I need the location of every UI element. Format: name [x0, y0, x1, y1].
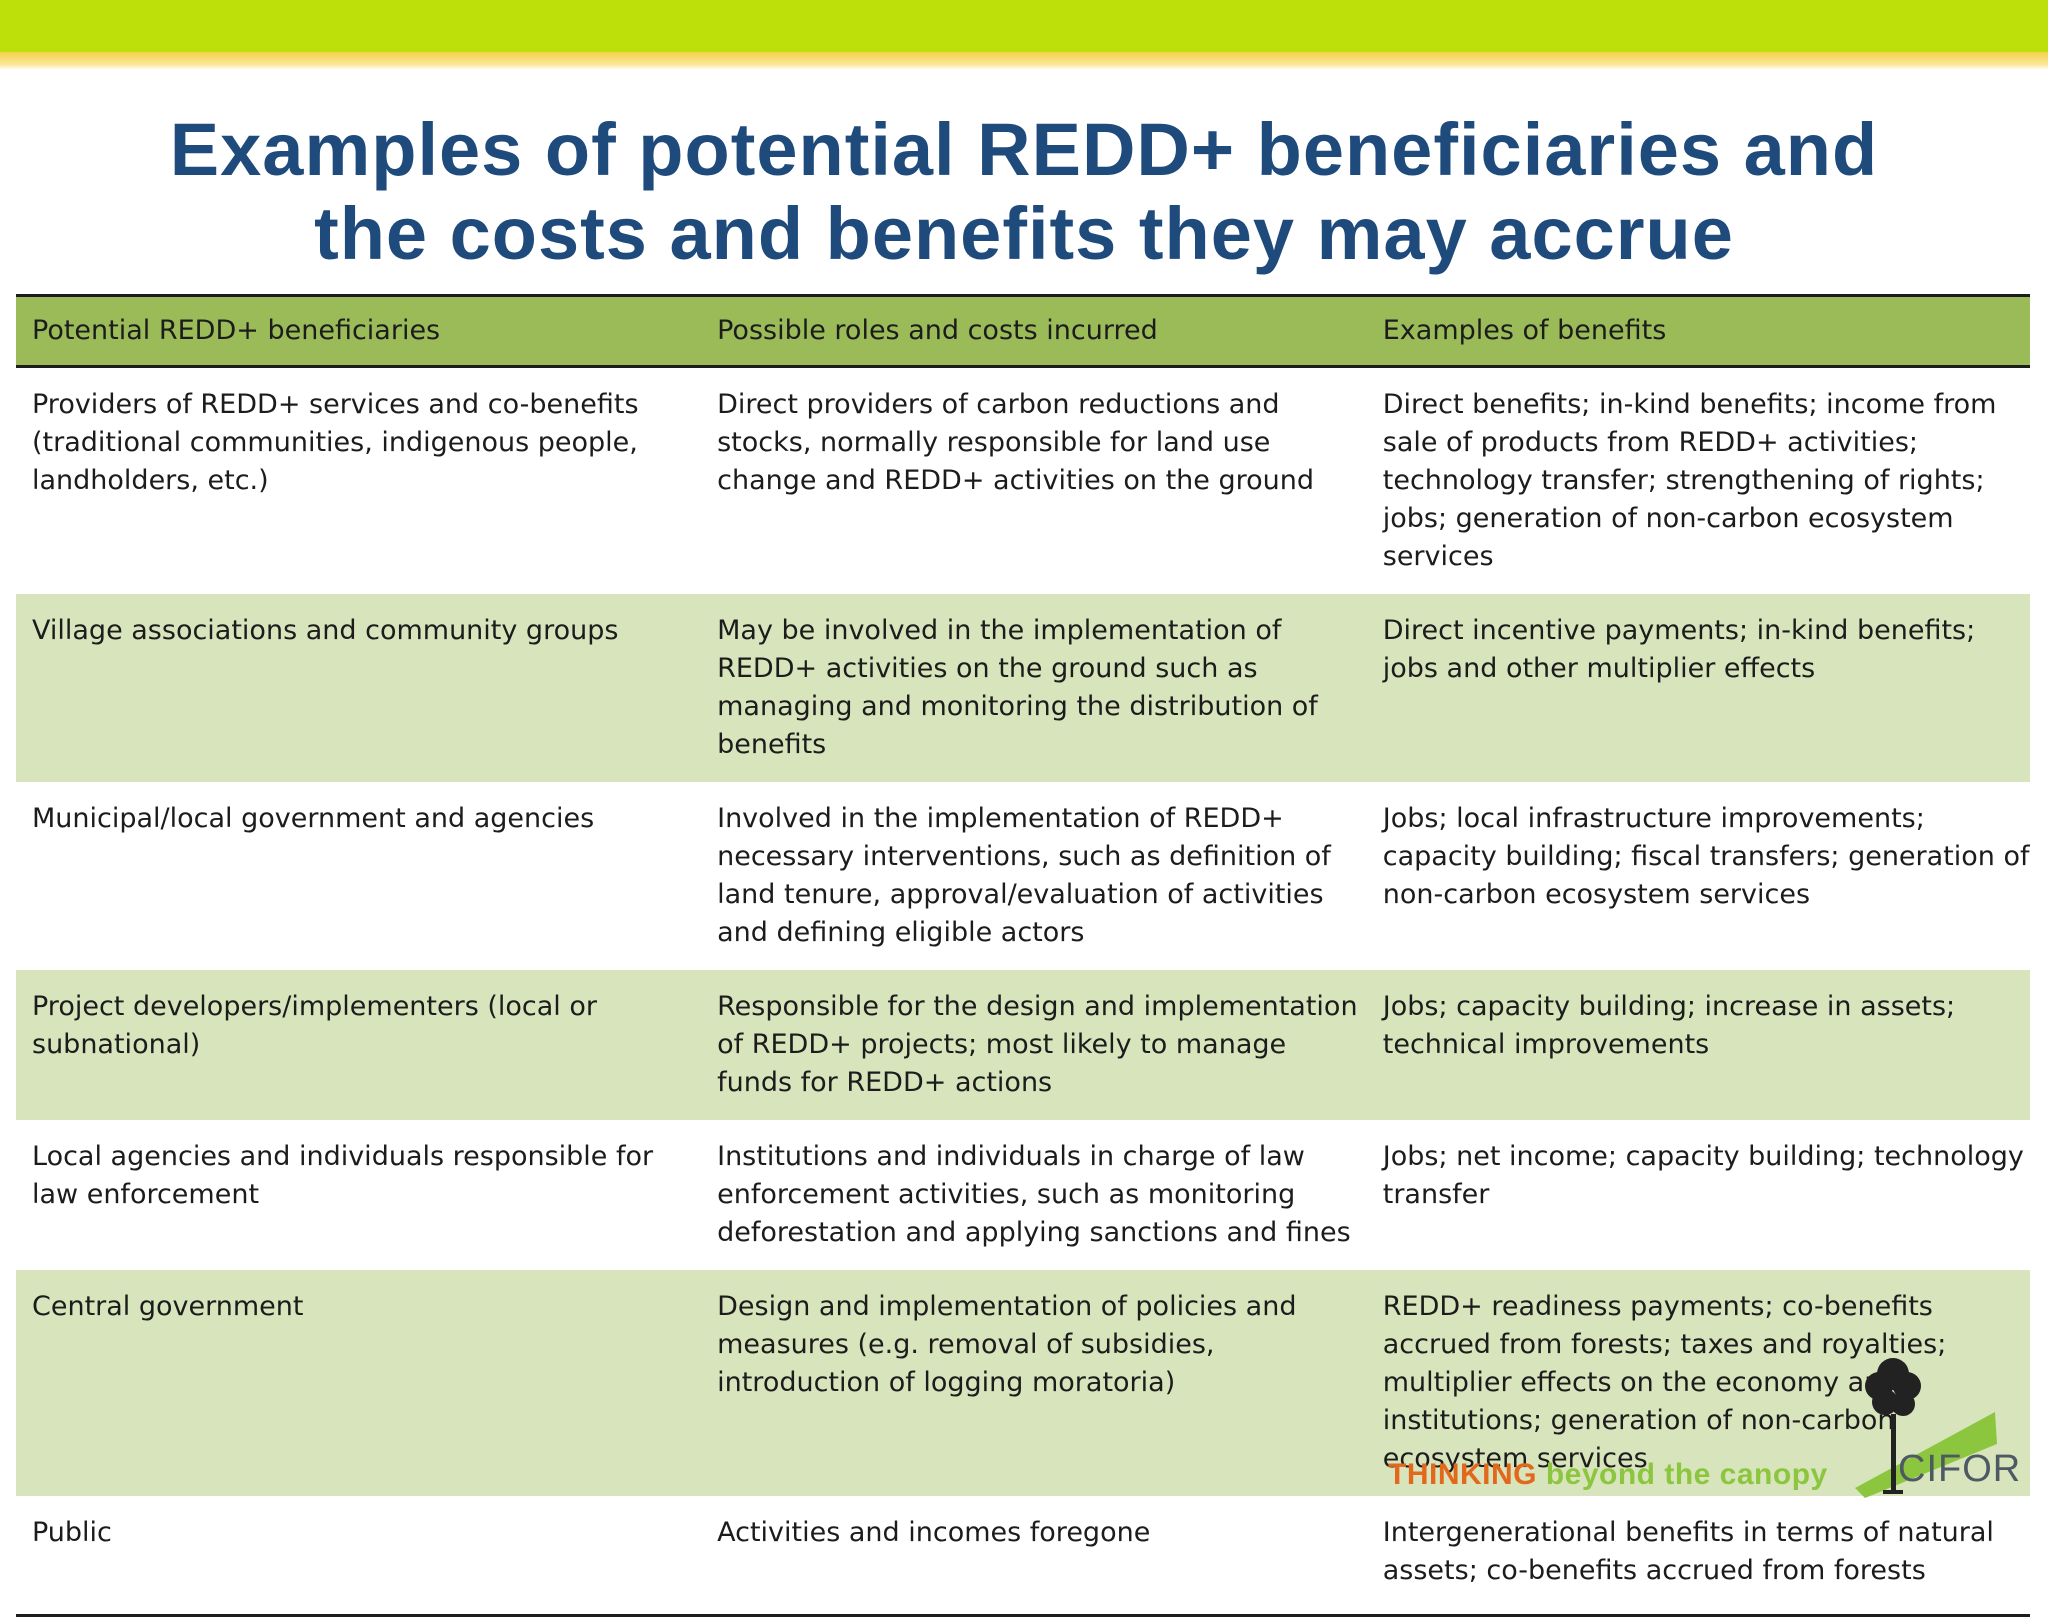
roles-cell: Direct providers of carbon reductions an…	[717, 389, 1314, 496]
top-accent-bar	[0, 0, 2048, 52]
benefits-cell: Jobs; capacity building; increase in ass…	[1366, 970, 2030, 1120]
beneficiary-cell: Public	[16, 1496, 702, 1617]
table-row: Municipal/local government and agencies …	[16, 782, 2030, 970]
tree-icon	[1855, 1358, 1997, 1498]
benefits-cell: Direct benefits; in-kind benefits; incom…	[1382, 389, 1997, 572]
table-header-row: Potential REDD+ beneficiaries Possible r…	[16, 294, 2030, 368]
beneficiaries-table: Potential REDD+ beneficiaries Possible r…	[16, 294, 2030, 1617]
beneficiary-cell: Providers of REDD+ services and co-benef…	[32, 389, 639, 496]
top-accent-stripe	[0, 52, 2048, 70]
benefits-cell: Intergenerational benefits in terms of n…	[1366, 1496, 2030, 1617]
beneficiary-cell: Village associations and community group…	[16, 594, 702, 782]
slide-title-line-1: Examples of potential REDD+ beneficiarie…	[169, 108, 1879, 191]
header-benefits: Examples of benefits	[1366, 294, 2030, 368]
table-row: Village associations and community group…	[16, 594, 2030, 782]
beneficiary-cell: Project developers/implementers (local o…	[16, 970, 702, 1120]
roles-cell: Responsible for the design and implement…	[701, 970, 1367, 1120]
table-row: Project developers/implementers (local o…	[16, 970, 2030, 1120]
header-beneficiaries: Potential REDD+ beneficiaries	[16, 294, 702, 368]
roles-cell: Activities and incomes foregone	[701, 1496, 1367, 1617]
slide-title-line-2: the costs and benefits they may accrue	[314, 192, 1734, 275]
table-row: Public Activities and incomes foregone I…	[16, 1496, 2030, 1617]
benefits-cell: REDD+ readiness payments; co-benefits ac…	[1366, 1270, 2030, 1496]
roles-cell: Institutions and individuals in charge o…	[717, 1141, 1351, 1248]
benefits-cell: Direct incentive payments; in-kind benef…	[1366, 594, 2030, 782]
roles-cell: Involved in the implementation of REDD+ …	[717, 803, 1331, 948]
beneficiary-cell: Central government	[16, 1270, 702, 1496]
header-roles-costs: Possible roles and costs incurred	[701, 294, 1367, 368]
beneficiary-cell: Municipal/local government and agencies	[32, 803, 595, 834]
benefits-cell: Jobs; net income; capacity building; tec…	[1382, 1141, 2024, 1210]
tagline-beyond: beyond the canopy	[1537, 1458, 1828, 1491]
table-row: Local agencies and individuals responsib…	[16, 1120, 2030, 1270]
beneficiary-cell: Local agencies and individuals responsib…	[32, 1141, 654, 1210]
benefits-cell: Jobs; local infrastructure improvements;…	[1382, 803, 2030, 910]
table-row: Central government Design and implementa…	[16, 1270, 2030, 1496]
table-row: Providers of REDD+ services and co-benef…	[16, 367, 2030, 595]
tagline-thinking: THINKING	[1388, 1458, 1537, 1491]
slide-title: Examples of potential REDD+ beneficiarie…	[40, 108, 2008, 276]
footer-tagline: THINKING beyond the canopy	[1388, 1458, 1828, 1492]
roles-cell: May be involved in the implementation of…	[701, 594, 1367, 782]
roles-cell: Design and implementation of policies an…	[701, 1270, 1367, 1496]
cifor-logo-text: CIFOR	[1898, 1448, 2022, 1490]
